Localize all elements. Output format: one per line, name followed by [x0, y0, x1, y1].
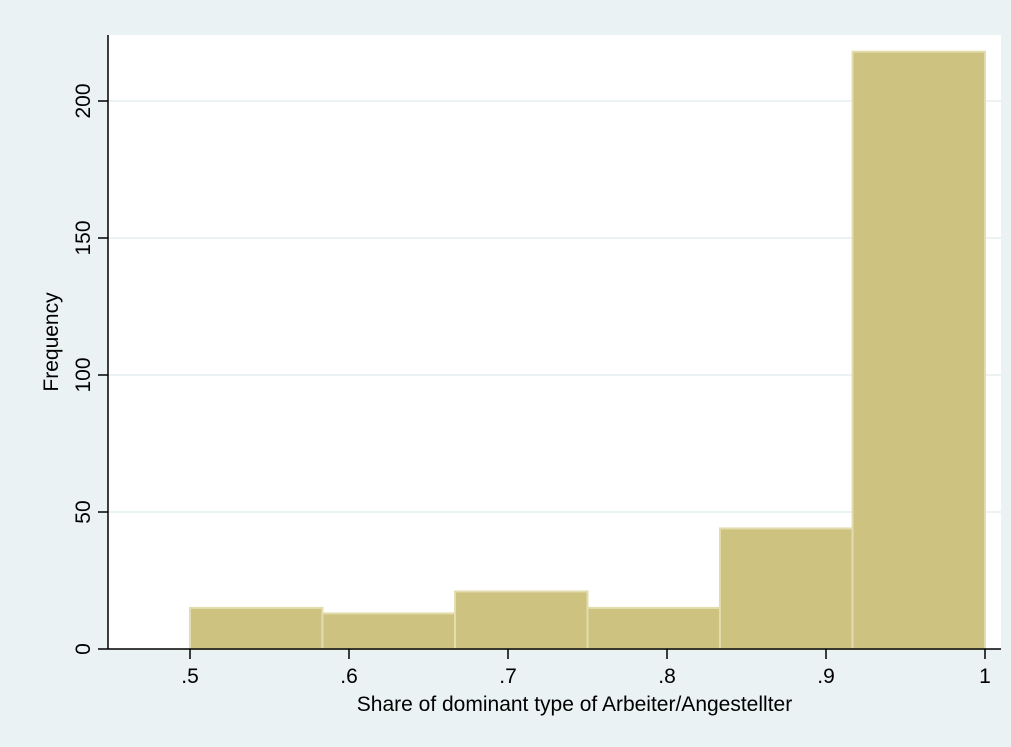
histogram-bar	[321, 612, 457, 651]
axes	[107, 35, 1001, 650]
y-tick-label: 100	[72, 357, 95, 392]
y-axis-label: Frequency	[40, 292, 63, 392]
histogram-bar	[851, 50, 986, 651]
y-tick-label: 50	[72, 500, 95, 523]
x-tick-label: .9	[817, 665, 835, 688]
y-tick-label: 200	[72, 83, 95, 118]
histogram-bar	[586, 606, 721, 651]
x-ticks: .5 .6 .7 .8 .9 1	[181, 649, 991, 688]
histogram-bar	[189, 606, 324, 651]
x-tick-label: 1	[979, 665, 991, 688]
histogram-bar	[718, 527, 854, 650]
y-tick-label: 0	[72, 643, 95, 655]
y-tick-label: 150	[72, 220, 95, 255]
x-tick-label: .6	[340, 665, 358, 688]
y-ticks: 0 50 100 150 200	[72, 83, 108, 655]
x-tick-label: .8	[658, 665, 676, 688]
x-tick-label: .5	[181, 665, 199, 688]
histogram-bar	[454, 590, 589, 651]
x-axis-label: Share of dominant type of Arbeiter/Anges…	[357, 693, 792, 716]
x-tick-label: .7	[499, 665, 517, 688]
